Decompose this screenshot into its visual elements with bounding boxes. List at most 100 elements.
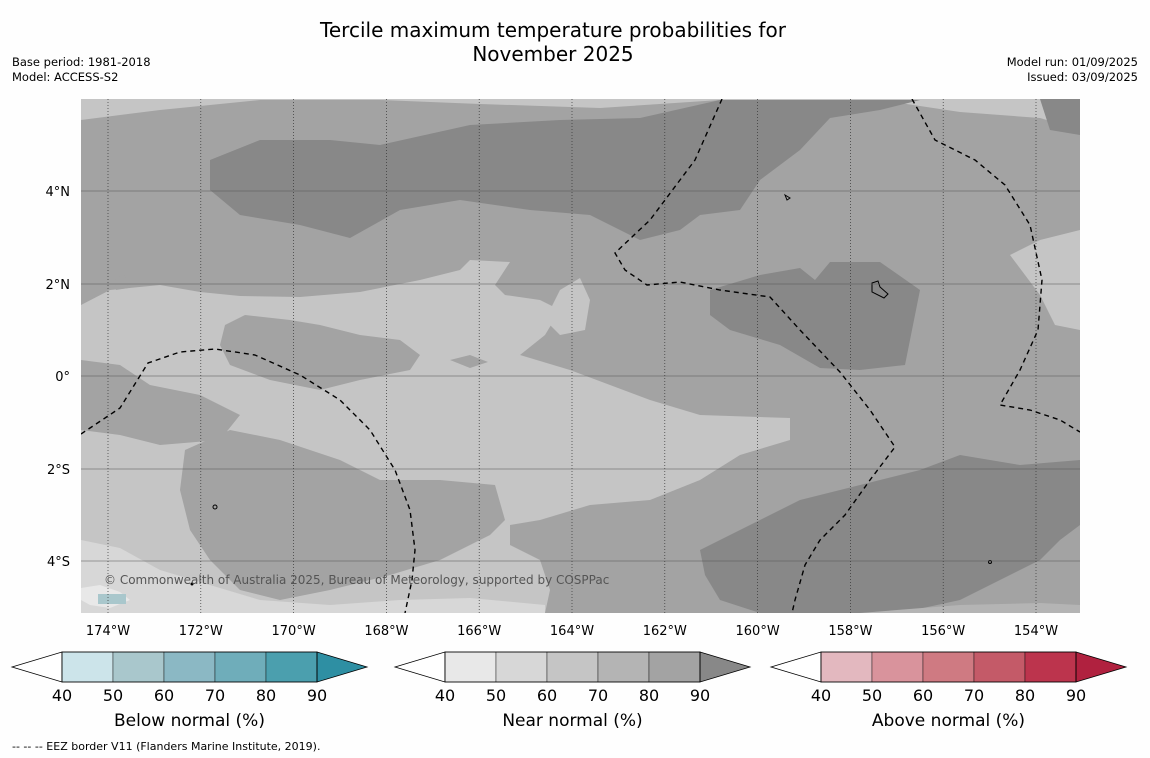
near-normal-region — [700, 455, 1080, 613]
lon-label: 164°W — [550, 624, 594, 639]
colorbar-tick: 60 — [913, 686, 933, 705]
near-normal-region — [1010, 230, 1080, 330]
colorbar-segment — [648, 651, 701, 683]
chart-title: Tercile maximum temperature probabilitie… — [300, 18, 806, 66]
island — [115, 275, 128, 290]
colorbar-segment — [871, 651, 924, 683]
colorbar-segment — [163, 651, 216, 683]
colorbar-tick: 50 — [103, 686, 123, 705]
gridlines — [81, 99, 1080, 613]
colorbar-segment — [495, 651, 548, 683]
colorbar-tick: 50 — [486, 686, 506, 705]
title-line-1: Tercile maximum temperature probabilitie… — [320, 18, 786, 42]
run-info: Model run: 01/09/2025 Issued: 03/09/2025 — [1007, 55, 1138, 85]
longitude-labels: 174°W 172°W 170°W 168°W 166°W 164°W 162°W 160°W… — [86, 624, 1058, 639]
lon-label: 162°W — [643, 624, 687, 639]
colorbar-segment — [1024, 651, 1077, 683]
island — [988, 560, 992, 564]
colorbar-label: Below normal (%) — [114, 711, 265, 731]
near-normal-region — [710, 262, 920, 370]
colorbar-segment — [112, 651, 165, 683]
issued-date: Issued: 03/09/2025 — [1027, 70, 1138, 84]
colorbar-segment — [597, 651, 650, 683]
lon-label: 174°W — [86, 624, 130, 639]
colorbar-segment — [922, 651, 975, 683]
lon-label: 158°W — [828, 624, 872, 639]
near-normal-region — [1040, 99, 1080, 135]
colorbar-tick: 80 — [639, 686, 659, 705]
colorbar-segment — [546, 651, 599, 683]
latitude-labels: 4°N 2°N 0° 2°S 4°S — [46, 185, 71, 570]
colorbar-extend-high — [1075, 651, 1128, 683]
colorbar-segment — [973, 651, 1026, 683]
colorbar-tick: 90 — [1066, 686, 1086, 705]
model-name: Model: ACCESS-S2 — [12, 70, 119, 84]
lat-label: 4°S — [47, 555, 70, 570]
island — [783, 193, 791, 201]
colorbar: 40 50 60 70 80 90 Near normal (%) — [393, 651, 752, 731]
near-normal-region — [81, 360, 240, 445]
colorbar-extend-high — [316, 651, 369, 683]
near-normal-region — [450, 355, 488, 368]
colorbar-tick: 70 — [205, 686, 225, 705]
lon-label: 172°W — [179, 624, 223, 639]
colorbar: 40 50 60 70 80 90 Below normal (%) — [10, 651, 369, 731]
title-line-2: November 2025 — [472, 42, 634, 66]
colorbar-tick: 60 — [537, 686, 557, 705]
eez-footnote: -- -- -- EEZ border V11 (Flanders Marine… — [12, 740, 321, 753]
lat-label: 4°N — [46, 185, 71, 200]
eez-borders — [81, 99, 1080, 613]
near-normal-region — [81, 99, 1080, 130]
lat-label: 0° — [55, 370, 70, 385]
colorbar-tick: 90 — [307, 686, 327, 705]
probability-map — [81, 99, 1080, 613]
colorbar-segment — [444, 651, 497, 683]
near-normal-region — [220, 315, 420, 390]
island — [190, 582, 194, 586]
island — [871, 280, 889, 299]
near-normal-region — [81, 540, 545, 613]
colorbar-extend-low — [769, 651, 822, 683]
colorbar-label: Above normal (%) — [872, 711, 1025, 731]
colorbar-extend-low — [393, 651, 446, 683]
below-normal-region — [98, 594, 126, 604]
colorbar-tick: 40 — [811, 686, 831, 705]
lon-label: 154°W — [1014, 624, 1058, 639]
lon-label: 160°W — [736, 624, 780, 639]
lat-label: 2°N — [46, 278, 71, 293]
colorbar: 40 50 60 70 80 90 Above normal (%) — [769, 651, 1128, 731]
colorbar-tick: 90 — [690, 686, 710, 705]
colorbar-outline — [61, 651, 318, 683]
colorbar-segment — [61, 651, 114, 683]
copyright-notice: © Commonwealth of Australia 2025, Bureau… — [104, 573, 609, 587]
colorbar-tick: 50 — [862, 686, 882, 705]
near-normal-region — [545, 278, 590, 335]
lon-label: 170°W — [272, 624, 316, 639]
model-run: Model run: 01/09/2025 — [1006, 55, 1138, 69]
near-normal-region — [860, 603, 1080, 613]
lat-label: 2°S — [47, 463, 70, 478]
colorbar-tick: 70 — [964, 686, 984, 705]
colorbars: 40 50 60 70 80 90 Below normal (%) 40 50 60 70 80 90… — [10, 651, 1128, 731]
lon-label: 166°W — [457, 624, 501, 639]
colorbar-outline — [820, 651, 1077, 683]
eez-border — [911, 99, 1080, 433]
colorbar-segment — [214, 651, 267, 683]
near-normal-region — [180, 430, 505, 600]
eez-border — [81, 348, 416, 613]
colorbar-extend-high — [699, 651, 752, 683]
base-period: Base period: 1981-2018 — [12, 55, 151, 69]
colorbar-tick: 80 — [1015, 686, 1035, 705]
colorbar-outline — [444, 651, 701, 683]
colorbar-extend-low — [10, 651, 63, 683]
eez-border — [614, 99, 896, 613]
colorbar-segment — [265, 651, 318, 683]
lon-label: 168°W — [364, 624, 408, 639]
colorbar-label: Near normal (%) — [502, 711, 642, 731]
colorbar-tick: 40 — [435, 686, 455, 705]
colorbar-segment — [820, 651, 873, 683]
colorbar-tick: 70 — [588, 686, 608, 705]
colorbar-tick: 60 — [154, 686, 174, 705]
near-normal-region — [210, 100, 920, 240]
